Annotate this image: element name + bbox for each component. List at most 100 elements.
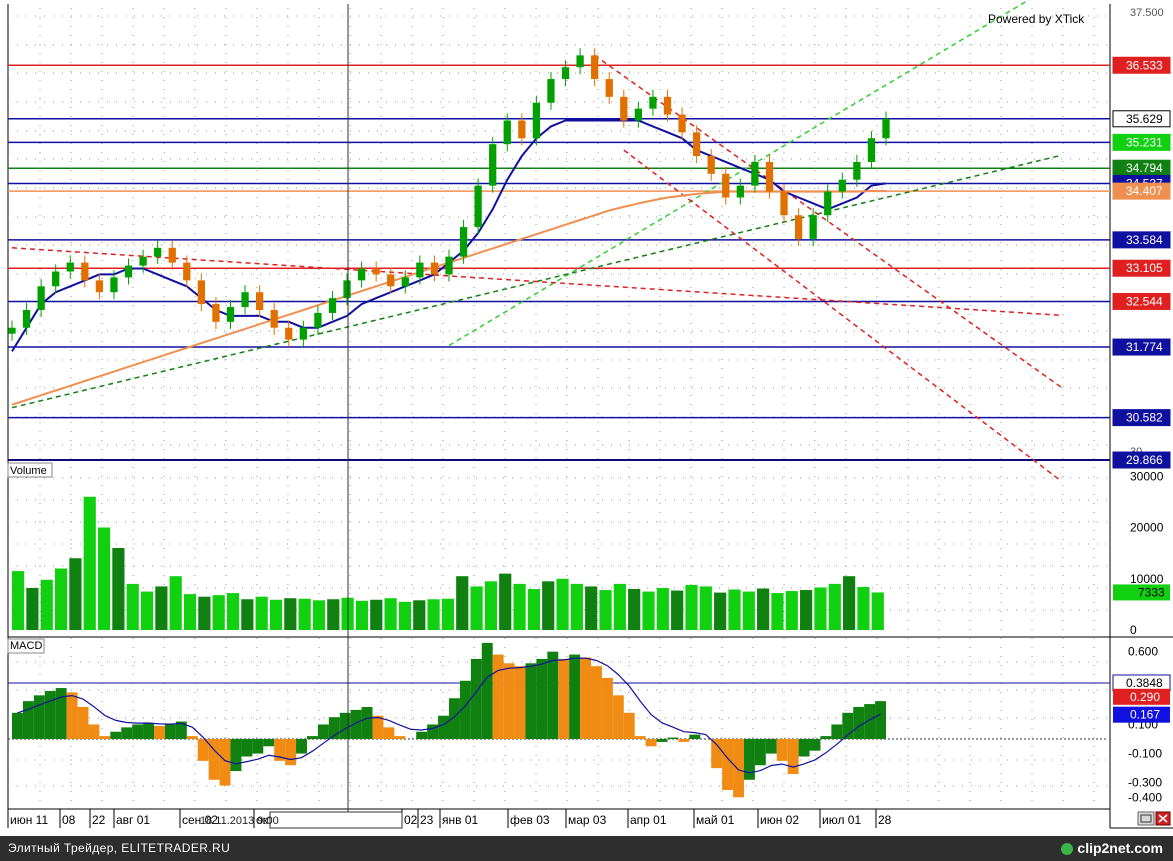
candle <box>372 261 380 282</box>
time-axis-label: 08 <box>62 813 76 827</box>
volume-bar <box>69 558 82 630</box>
macd-bar <box>22 701 34 740</box>
candle <box>343 273 351 306</box>
candle <box>532 95 541 146</box>
candle <box>95 273 104 300</box>
price-level-tag-label: 31.774 <box>1126 340 1163 354</box>
volume-bar <box>542 581 555 630</box>
macd-bar <box>350 709 362 740</box>
volume-bar <box>169 576 182 630</box>
macd-bar <box>241 739 253 757</box>
macd-bar <box>733 739 744 798</box>
volume-bar <box>556 578 569 630</box>
macd-bar <box>864 704 876 740</box>
volume-bar <box>312 600 326 630</box>
price-level-tag: 34.407 <box>1112 182 1171 200</box>
price-level-tag: 35.629 <box>1112 110 1171 128</box>
price-level-tag-label: 36.533 <box>1126 58 1163 72</box>
price-level-tag-label: 33.105 <box>1126 261 1163 275</box>
price-level-tag: 29.866 <box>1112 451 1171 469</box>
macd-bar <box>459 680 471 740</box>
macd-bar <box>842 712 854 740</box>
volume-bar <box>499 573 512 630</box>
macd-bar <box>875 701 886 740</box>
volume-bar <box>470 586 483 630</box>
price-panel <box>8 0 1110 482</box>
candle <box>692 125 701 164</box>
macd-bar <box>208 739 220 780</box>
volume-bar <box>800 590 813 630</box>
volume-bar <box>742 591 755 630</box>
macd-bar <box>66 692 78 740</box>
macd-bar <box>296 739 307 754</box>
volume-bar <box>284 598 297 630</box>
candle <box>110 270 118 300</box>
candle <box>882 111 890 146</box>
candle <box>387 267 395 294</box>
close-icon[interactable] <box>1155 811 1171 826</box>
time-axis-label: фев 03 <box>510 813 550 827</box>
macd-bar <box>143 723 155 740</box>
screenshot-button[interactable] <box>1137 811 1155 826</box>
volume-bar <box>871 592 884 630</box>
macd-bar <box>99 736 111 740</box>
candle <box>66 255 74 279</box>
candle <box>707 148 715 181</box>
volume-bar <box>656 587 669 630</box>
cursor-date-box <box>269 811 403 829</box>
macd-bar <box>569 654 581 740</box>
volume-bar <box>355 600 369 630</box>
macd-bar <box>514 666 526 740</box>
candle <box>241 285 249 315</box>
macd-bar <box>274 739 286 761</box>
candle <box>270 302 278 335</box>
macd-bar <box>55 688 67 740</box>
time-axis-label: май 01 <box>696 813 735 827</box>
trendline <box>448 0 1030 347</box>
candle <box>765 154 774 199</box>
macd-bar <box>77 706 89 740</box>
volume-bar <box>40 579 53 630</box>
macd-bar <box>580 657 592 740</box>
macd-bar <box>536 658 548 740</box>
macd-bar <box>186 736 198 740</box>
candle <box>328 291 337 321</box>
volume-bar <box>398 601 412 630</box>
macd-bar <box>776 739 788 761</box>
macd-value-tag: 0.290 <box>1113 688 1170 705</box>
price-level-tag-label: 29.866 <box>1126 453 1163 467</box>
volume-bar <box>155 586 168 630</box>
time-axis-label: 28 <box>878 813 892 827</box>
volume-bar <box>628 589 641 630</box>
volume-bar <box>54 568 68 630</box>
time-axis-label: 02 <box>404 813 418 827</box>
macd-title: MACD <box>10 640 42 652</box>
candle <box>445 249 453 282</box>
macd-bar <box>339 712 351 740</box>
macd-bar <box>853 706 865 740</box>
volume-axis-label: 30000 <box>1130 469 1164 483</box>
price-level-tag: 30.582 <box>1112 409 1171 427</box>
macd-bar <box>503 663 515 740</box>
macd-value-tag-label: 0.290 <box>1130 690 1160 704</box>
candle <box>824 184 832 223</box>
macd-bar <box>656 739 668 742</box>
price-level-tag-label: 32.544 <box>1126 294 1163 308</box>
volume-bar <box>728 589 741 630</box>
volume-bar <box>814 587 827 630</box>
macd-bar <box>449 698 460 740</box>
volume-last-tag: 7333 <box>1113 584 1170 601</box>
macd-bar <box>438 715 449 740</box>
macd-reference-tag: 0.3848 <box>1112 674 1171 692</box>
macd-bar <box>689 734 701 740</box>
volume-bar <box>112 548 125 630</box>
macd-bar <box>787 739 799 774</box>
macd-bar <box>372 715 384 740</box>
volume-bar <box>12 571 25 630</box>
volume-bar <box>269 599 283 630</box>
macd-bar <box>317 724 329 740</box>
macd-bar <box>416 731 428 740</box>
price-axis: 37.5003036.53335.62935.23134.79434.53734… <box>1112 7 1171 469</box>
macd-bar <box>623 712 635 740</box>
macd-bar <box>252 739 264 754</box>
